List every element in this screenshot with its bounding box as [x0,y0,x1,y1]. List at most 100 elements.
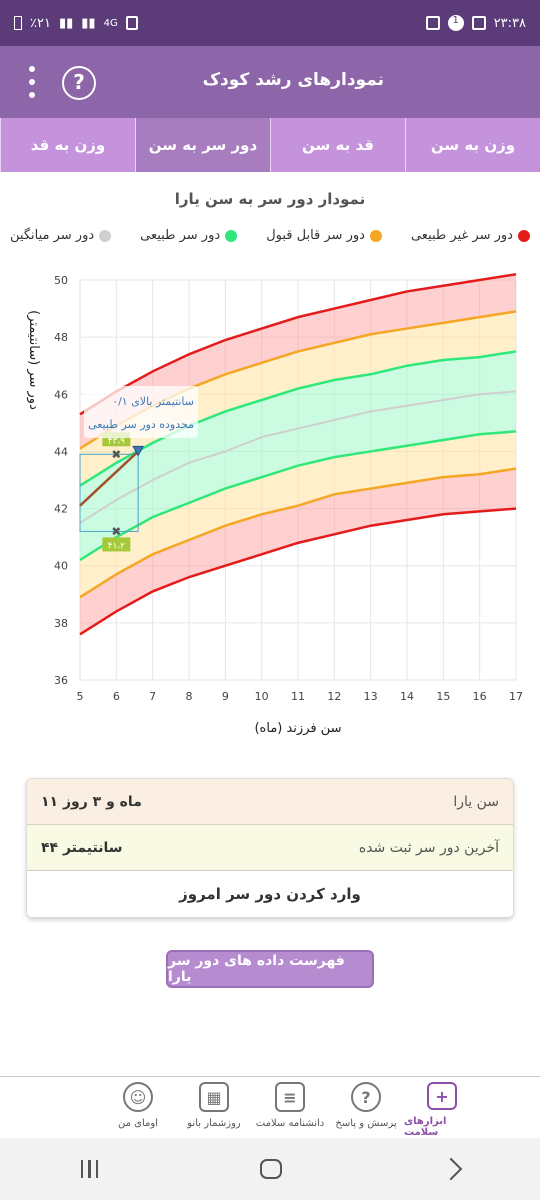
series-line-mean [79,390,517,524]
app-bar: ? نمودارهای رشد کودک [0,46,540,118]
calendar-icon: ▦ [199,1082,229,1112]
y-tick-label: 44 [54,445,68,458]
notification-count-icon: 1 [447,15,464,31]
x-tick-label: 7 [149,690,156,703]
annotation-bg [84,386,198,438]
tab-head-for-age[interactable]: دور سر به سن [135,118,270,172]
legend-label-acceptable: دور سر قابل قبول [266,228,365,243]
x-tick-label: 15 [436,690,450,703]
head-label: آخرین دور سر ثبت شده [358,839,499,856]
tab-weight-for-height[interactable]: وزن به قد [0,118,135,172]
nav-item-qa[interactable]: ? پرسش و پاسخ [328,1077,404,1138]
annotation-line: محدوده دور سر طبیعی [88,418,194,431]
x-tick-label: 10 [255,690,269,703]
chart-legend: دور سر غیر طبیعی دور سر قابل قبول دور سر… [10,228,530,243]
status-time: ۲۳:۳۸ [493,15,526,31]
y-tick-label: 38 [54,617,68,630]
nav-item-profile[interactable]: ☺ اومای من [100,1077,176,1138]
battery-level: ٪۲۱ [30,15,51,31]
signal-icon: ▮▮ [58,15,74,31]
band-normal [80,351,516,560]
y-tick-label: 50 [54,274,68,287]
x-tick-label: 8 [186,690,193,703]
chart-title: نمودار دور سر به سن یارا [174,190,366,208]
help-icon[interactable]: ? [62,66,96,100]
x-tick-label: 17 [509,690,523,703]
status-bar: ٪۲۱ ▮▮ ▮▮ 4G 1 ۲۳:۳۸ [0,0,540,46]
system-nav-bar [0,1138,540,1200]
medical-kit-icon: + [427,1082,457,1110]
head-value: ۴۴ سانتیمتر [41,839,123,856]
encyclopedia-icon: ≡ [275,1082,305,1112]
age-label: سن یارا [453,793,499,810]
x-tick-label: 14 [400,690,414,703]
series-line-red_upper [79,273,517,416]
y-tick-label: 48 [54,331,68,344]
legend-dot-abnormal [517,229,530,242]
age-value: ۱۱ ماه و ۳ روز [41,793,142,810]
tab-bar: وزن به سن قد به سن دور سر به سن وزن به ق… [0,118,540,172]
profile-icon: ☺ [123,1082,153,1112]
nav-label-qa: پرسش و پاسخ [335,1118,397,1129]
x-tick-label: 6 [113,690,120,703]
y-tick-label: 36 [54,674,68,687]
legend-dot-acceptable [369,229,382,242]
age-row: ۱۱ ماه و ۳ روز سن یارا [27,779,513,825]
x-axis-label: سن فرزند (ماه) [254,721,341,736]
series-line-red_lower [79,507,517,636]
check-icon [471,16,486,30]
bottom-nav: + ابزارهای سلامت ? پرسش و پاسخ ≡ دانشنام… [0,1076,540,1138]
range-mark: ✖ [111,524,121,538]
tab-height-for-age[interactable]: قد به سن [270,118,405,172]
status-left: ٪۲۱ ▮▮ ▮▮ 4G [14,16,138,31]
nav-label-calendar: روزشمار بانو [187,1118,241,1129]
legend-dot-normal [225,229,238,242]
nav-label-health-tools: ابزارهای سلامت [404,1116,447,1138]
recent-apps-icon[interactable] [80,1160,99,1178]
page-title: نمودارهای رشد کودک [202,70,384,90]
range-label: ۴۱،۲ [108,541,126,551]
question-bubble-icon: ? [351,1082,381,1112]
y-tick-label: 42 [54,503,68,516]
band-acceptable-lower [80,431,516,598]
battery-icon [14,16,22,30]
head-data-list-button[interactable]: فهرست داده های دور سر یارا [166,950,374,988]
series-line-green_lower [79,430,517,562]
current-marker [132,445,144,457]
home-icon[interactable] [259,1159,282,1179]
nav-item-health-tools[interactable]: + ابزارهای سلامت [404,1077,480,1138]
nav-label-profile: اومای من [118,1118,158,1129]
x-tick-label: 16 [473,690,487,703]
legend-label-normal: دور سر طبیعی [140,228,221,243]
band-acceptable-upper [80,311,516,486]
back-icon[interactable] [439,1157,463,1181]
nav-item-encyclopedia[interactable]: ≡ دانشنامه سلامت [252,1077,328,1138]
annotation-line: ۰/۱ سانتیمتر بالای [112,395,194,408]
tab-weight-for-age[interactable]: وزن به سن [405,118,540,172]
data-saver-icon [125,16,138,30]
status-right: 1 ۲۳:۳۸ [425,15,526,31]
x-tick-label: 13 [364,690,378,703]
x-tick-label: 12 [327,690,341,703]
nav-item-calendar[interactable]: ▦ روزشمار بانو [176,1077,252,1138]
enter-head-button[interactable]: وارد کردن دور سر امروز [27,871,513,917]
series-line-orange_lower [79,467,517,599]
legend-item-abnormal: دور سر غیر طبیعی [411,228,530,243]
x-tick-label: 5 [77,690,84,703]
gallery-icon [425,16,440,30]
legend-item-acceptable: دور سر قابل قبول [266,228,382,243]
growth-chart[interactable]: 5 6 7 8 9 10 11 12 13 14 15 16 173638404244464850✖✖۴… [0,260,540,740]
series-line-green_upper [79,350,517,487]
nav-label-encyclopedia: دانشنامه سلامت [255,1118,325,1129]
y-axis-label: دور سر (سانتیمتر) [26,310,41,410]
legend-label-abnormal: دور سر غیر طبیعی [410,228,513,243]
network-type: 4G [103,17,118,29]
range-label-bg [102,537,131,552]
overflow-menu-icon[interactable] [22,66,42,98]
info-card: ۱۱ ماه و ۳ روز سن یارا ۴۴ سانتیمتر آخرین… [26,778,514,918]
range-label: ۴۳،۹ [108,436,126,446]
legend-dot-mean [99,229,112,242]
y-tick-label: 46 [54,388,68,401]
legend-item-normal: دور سر طبیعی [140,228,238,243]
y-tick-label: 40 [54,560,68,573]
